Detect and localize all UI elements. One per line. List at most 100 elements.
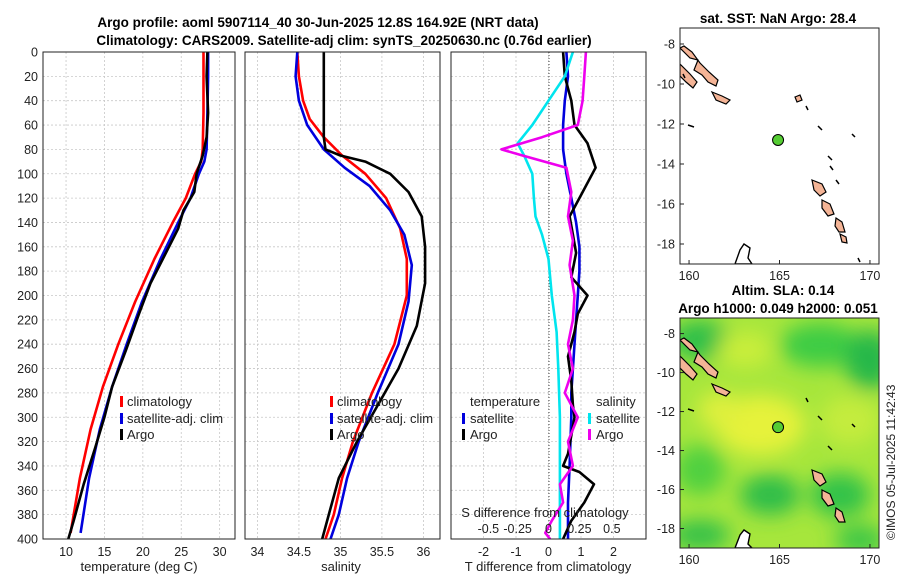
legend-swatch-satellite (120, 413, 123, 424)
series-temperature-argo (561, 52, 597, 539)
legend-swatch-argo (330, 429, 333, 440)
series-climatology (69, 52, 205, 534)
legend-label-s-argo: Argo (596, 427, 623, 442)
map-lon-label: 170 (860, 553, 881, 567)
island-solomon-2 (680, 63, 698, 89)
map-lat-label: -8 (664, 327, 675, 341)
depth-tick-label: 100 (17, 167, 38, 181)
map-lat-label: -10 (657, 366, 675, 380)
map-lat-label: -8 (664, 38, 675, 52)
map-lat-label: -12 (657, 118, 675, 132)
legend-swatch-s-satellite (588, 413, 591, 424)
imos-timestamp: ©IMOS 05-Jul-2025 11:42:43 (884, 384, 898, 540)
x-tick-label: 2 (610, 545, 617, 559)
depth-tick-label: 340 (17, 459, 38, 473)
island-vanuatu-1 (811, 469, 827, 487)
difference-xlabel: T difference from climatology (465, 559, 632, 574)
legend-label-argo: Argo (337, 427, 364, 442)
legend-swatch-satellite (330, 413, 333, 424)
map-lon-label: 165 (769, 553, 790, 567)
map-lat-label: -14 (657, 444, 675, 458)
sla-field (680, 318, 879, 548)
new-caledonia-outline (734, 529, 753, 548)
map-lon-label: 165 (769, 269, 790, 283)
legend-label-s-satellite: satellite (596, 411, 640, 426)
legend-swatch-argo (120, 429, 123, 440)
difference-legend-right: salinity satellite Argo (588, 394, 640, 442)
sst-map: sat. SST: NaN Argo: 28.4 160 165 170 -8 -10 -… (657, 11, 881, 283)
legend-label-satellite: satellite-adj. clim (127, 411, 223, 426)
map-lat-label: -14 (657, 158, 675, 172)
map-lon-label: 160 (679, 553, 700, 567)
salinity-legend: climatology satellite-adj. clim Argo (330, 394, 433, 442)
depth-tick-label: 60 (24, 119, 38, 133)
island-vanuatu-3 (834, 216, 846, 233)
s-tick-label: -0.5 (478, 522, 500, 536)
island-solomon-3 (710, 382, 732, 397)
map-lon-label: 170 (860, 269, 881, 283)
depth-tick-label: 80 (24, 143, 38, 157)
depth-tick-label: 280 (17, 386, 38, 400)
legend-swatch-s-argo (588, 429, 591, 440)
island-vanuatu-1 (811, 179, 827, 197)
depth-tick-label: 140 (17, 216, 38, 230)
depth-axis: 0 20 40 60 80 100 120 140 160 180 200 220 240 260 280 3… (17, 46, 38, 547)
x-tick-label: 15 (97, 545, 111, 559)
legend-label-satellite: satellite-adj. clim (337, 411, 433, 426)
depth-tick-label: 120 (17, 192, 38, 206)
sla-map-title-1: Altim. SLA: 0.14 (732, 283, 835, 298)
s-tick-label: 0.5 (603, 522, 620, 536)
island-solomon-2 (680, 355, 698, 381)
map-lat-label: -16 (657, 198, 675, 212)
legend-swatch-t-satellite (462, 413, 465, 424)
sla-map-title-2: Argo h1000: 0.049 h2000: 0.051 (678, 301, 878, 316)
depth-tick-label: 220 (17, 313, 38, 327)
argo-float-marker (772, 421, 785, 434)
depth-tick-label: 320 (17, 435, 38, 449)
legend-title-temperature: temperature (470, 394, 540, 409)
island-solomon-1 (680, 45, 719, 87)
legend-label-climatology: climatology (127, 394, 193, 409)
difference-legend-left: temperature satellite Argo (462, 394, 540, 442)
difference-panel: -2 -1 0 1 2 T difference from climatology S … (450, 51, 647, 574)
depth-tick-label: 20 (24, 70, 38, 84)
depth-tick-label: 360 (17, 484, 38, 498)
map-lat-label: -12 (657, 405, 675, 419)
title-line-2: Climatology: CARS2009. Satellite-adj cli… (96, 33, 591, 48)
sla-map: Altim. SLA: 0.14 Argo h1000: 0.049 h2000… (657, 283, 881, 567)
depth-tick-label: 0 (31, 46, 38, 60)
x-tick-label: 35.5 (370, 545, 394, 559)
island-vanuatu-2 (821, 489, 835, 507)
new-caledonia-outline (734, 243, 753, 264)
temperature-xlabel: temperature (deg C) (80, 559, 197, 574)
depth-tick-label: 40 (24, 94, 38, 108)
map-lat-label: -18 (657, 522, 675, 536)
reef-outlines (687, 397, 856, 451)
depth-tick-label: 260 (17, 362, 38, 376)
series-argo (320, 52, 427, 539)
series-satellite-adj-clim (294, 52, 414, 539)
salinity-panel: 34 34.5 35 35.5 36 salinity climatology sate… (244, 51, 441, 574)
temperature-panel: 10 15 20 25 30 temperature (deg C) climatolo… (42, 51, 236, 574)
depth-tick-label: 200 (17, 289, 38, 303)
depth-tick-label: 240 (17, 338, 38, 352)
legend-label-t-argo: Argo (470, 427, 497, 442)
island-solomon-3 (710, 90, 732, 105)
salinity-xlabel: salinity (321, 559, 361, 574)
argo-float-marker (772, 134, 785, 146)
series-argo (67, 52, 210, 539)
x-tick-label: 36 (416, 545, 430, 559)
x-tick-label: 10 (59, 545, 73, 559)
legend-swatch-t-argo (462, 429, 465, 440)
x-tick-label: 30 (213, 545, 227, 559)
legend-title-salinity: salinity (596, 394, 636, 409)
depth-tick-label: 400 (17, 533, 38, 547)
map-lon-label: 160 (679, 269, 700, 283)
temperature-legend: climatology satellite-adj. clim Argo (120, 394, 223, 442)
reef-outlines (682, 73, 861, 263)
island-vanuatu-4 (839, 232, 848, 244)
island-small-1 (794, 94, 803, 103)
series-satellite-adj-clim (79, 52, 210, 534)
sst-map-title: sat. SST: NaN Argo: 28.4 (700, 11, 857, 26)
